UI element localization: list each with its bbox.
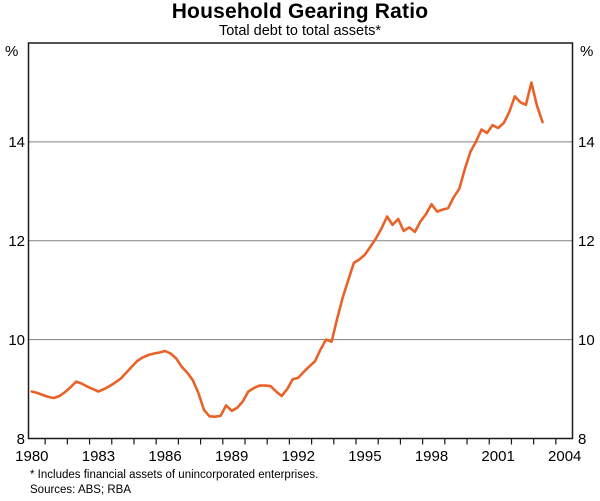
x-axis-label: 1989 [215, 448, 248, 465]
plot-border [27, 42, 574, 440]
y-axis-label-right: 12 [578, 233, 595, 250]
y-axis-label-right: 10 [578, 332, 595, 349]
y-axis-label-right: 14 [578, 134, 595, 151]
x-axis-label: 1992 [282, 448, 315, 465]
data-line [30, 81, 544, 419]
y-axis-label-left: 8 [17, 431, 25, 448]
y-axis-label-left: 14 [8, 134, 25, 151]
x-axis-label: 1983 [82, 448, 115, 465]
x-axis-label: 1995 [348, 448, 381, 465]
x-axis-label: 1998 [415, 448, 448, 465]
chart-title: Household Gearing Ratio [171, 0, 429, 23]
y-axis-label-left: 12 [8, 233, 25, 250]
y-axis-label-right: 8 [578, 431, 586, 448]
x-axis-label: 1980 [15, 448, 48, 465]
y-axis-label-left: 10 [8, 332, 25, 349]
y-axis-unit-right: % [580, 43, 594, 60]
chart-footnote: * Includes financial assets of unincorpo… [30, 469, 319, 481]
x-axis-label: 2001 [481, 448, 514, 465]
y-axis-unit-left: % [5, 43, 19, 60]
x-axis-label: 1986 [148, 448, 181, 465]
chart-sources: Sources: ABS; RBA [30, 484, 131, 496]
chart-subtitle: Total debt to total assets* [218, 23, 381, 39]
x-axis-label: 2004 [548, 448, 581, 465]
